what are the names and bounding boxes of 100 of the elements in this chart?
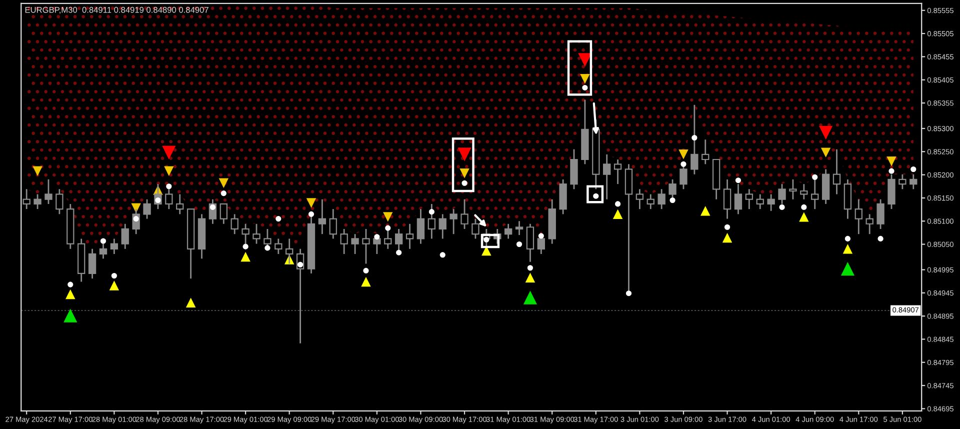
point	[888, 168, 894, 174]
candlestick	[614, 158, 622, 185]
point	[523, 290, 538, 304]
point	[580, 74, 590, 84]
point	[484, 236, 490, 242]
candlestick	[504, 223, 512, 240]
candlestick	[88, 248, 96, 280]
candlestick	[832, 148, 841, 195]
candlestick	[723, 178, 732, 220]
candlestick	[734, 183, 742, 215]
point	[276, 216, 282, 222]
candlestick	[690, 104, 698, 176]
candlestick	[898, 174, 906, 190]
point	[516, 241, 522, 248]
point	[582, 84, 588, 90]
candlestick	[176, 194, 184, 215]
point	[240, 252, 250, 262]
point	[66, 289, 76, 300]
point	[308, 211, 314, 217]
point	[819, 126, 833, 140]
candlestick	[406, 223, 414, 250]
point	[722, 232, 732, 243]
point	[242, 244, 248, 250]
candlestick	[318, 198, 326, 235]
point	[779, 204, 785, 210]
point	[842, 244, 853, 254]
candlestick	[844, 178, 852, 220]
chart-title: EURGBP,M30 0.84911 0.84919 0.84890 0.84907	[25, 6, 208, 14]
candlestick	[77, 238, 86, 282]
candlestick	[230, 213, 238, 235]
point	[460, 168, 470, 178]
point	[383, 212, 393, 222]
point	[527, 265, 533, 271]
point	[724, 224, 730, 230]
point	[363, 268, 369, 274]
candlestick	[428, 203, 436, 240]
candlestick	[362, 228, 370, 264]
candlestick	[822, 168, 830, 205]
point	[385, 225, 391, 231]
candlestick	[198, 213, 206, 260]
point	[298, 262, 304, 268]
point	[615, 201, 621, 207]
candlestick	[438, 213, 446, 240]
point	[692, 134, 698, 141]
point	[306, 198, 316, 208]
point	[844, 236, 850, 242]
candlestick	[910, 174, 918, 190]
point	[886, 156, 896, 166]
point	[462, 180, 468, 186]
point	[578, 53, 592, 67]
point	[220, 190, 226, 196]
point	[396, 250, 402, 256]
point	[820, 148, 831, 158]
candlestick	[767, 194, 775, 212]
candlestick	[800, 183, 808, 200]
point	[428, 209, 434, 215]
candlestick	[745, 188, 754, 210]
point	[166, 184, 172, 190]
candlestick	[854, 198, 862, 235]
point	[626, 290, 632, 296]
point	[100, 238, 106, 244]
point	[111, 272, 117, 279]
point	[678, 150, 688, 160]
candlestick	[636, 188, 644, 210]
point	[440, 252, 446, 258]
candlestick	[548, 198, 556, 244]
point	[878, 236, 884, 242]
point	[162, 146, 176, 160]
point	[218, 178, 229, 188]
point	[68, 282, 74, 288]
point	[910, 166, 916, 172]
point	[612, 209, 623, 220]
candlestick	[286, 238, 294, 264]
candlestick	[658, 188, 666, 210]
candlestick	[121, 223, 129, 250]
point	[799, 212, 809, 222]
candlestick	[274, 238, 282, 255]
point	[680, 161, 686, 167]
candlestick	[603, 154, 611, 200]
candlestick	[66, 203, 74, 250]
point	[186, 298, 196, 308]
point	[32, 166, 42, 176]
candlestick	[866, 213, 874, 235]
point	[210, 204, 216, 210]
point	[109, 280, 120, 290]
point	[525, 272, 536, 282]
candlestick	[756, 194, 764, 210]
candlestick	[702, 138, 710, 165]
candlestick	[110, 238, 118, 255]
candlestick	[646, 194, 654, 210]
point	[164, 166, 174, 176]
point	[670, 197, 676, 204]
candlestick	[340, 228, 348, 255]
point	[361, 276, 371, 287]
candlestick	[515, 220, 524, 236]
candlestick	[450, 208, 458, 235]
candlestick	[56, 188, 64, 215]
point	[64, 308, 78, 322]
point	[735, 178, 741, 184]
candlestick	[22, 188, 30, 210]
